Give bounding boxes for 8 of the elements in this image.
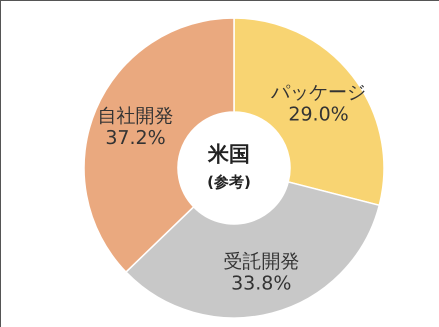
slice-label: 自社開発 [98,105,174,128]
data-label: 29.0% [288,103,349,126]
data-label: 33.8% [231,272,292,294]
text: 米国 [207,142,250,166]
text: (参考) [207,173,251,191]
slice-label: 受託開発 [223,250,300,272]
slice-label: パッケージ [270,81,366,104]
data-label: 37.2% [105,127,166,150]
